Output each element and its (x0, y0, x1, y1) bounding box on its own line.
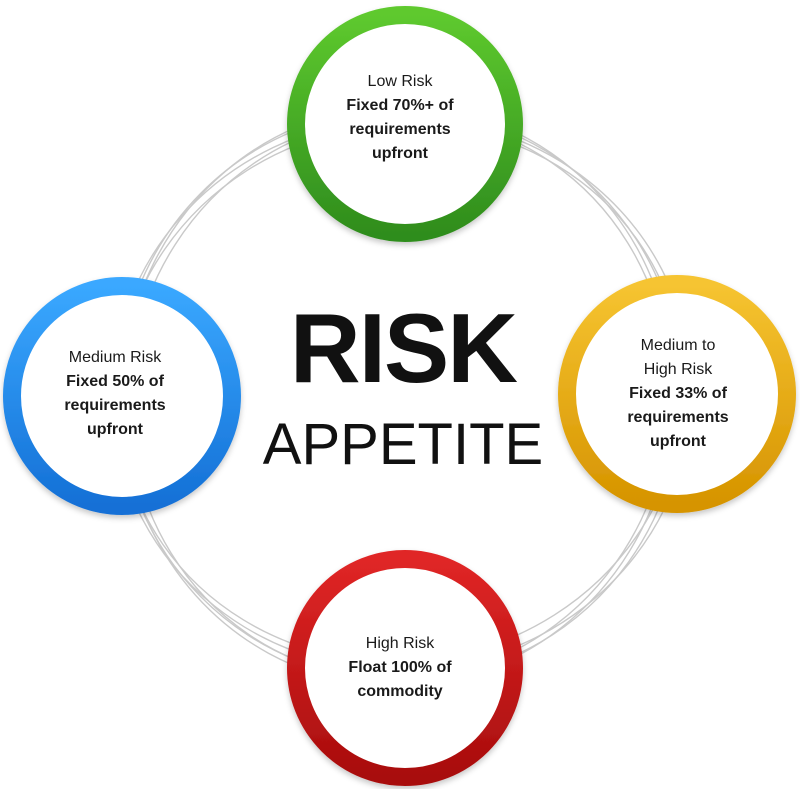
ring-low-risk (287, 6, 523, 242)
high-risk-label: High Risk Float 100% of commodity (300, 632, 500, 704)
medium-high-risk-label: Medium to High Risk Fixed 33% of require… (588, 334, 768, 454)
ring-medium-risk (3, 277, 241, 515)
risk-policy-text: Float 100% of commodity (348, 659, 452, 700)
ring-medium-high-risk (558, 275, 796, 513)
ring-high-risk (287, 550, 523, 786)
risk-policy-text: Fixed 33% of requirements upfront (627, 385, 729, 450)
risk-policy-text: Fixed 70%+ of requirements upfront (346, 97, 454, 162)
risk-policy-text: Fixed 50% of requirements upfront (64, 373, 166, 438)
title-risk: RISK (289, 293, 518, 403)
title-appetite: APPETITE (262, 412, 544, 477)
center-title: RISK APPETITE (258, 298, 548, 493)
risk-level-text: Low Risk (367, 73, 433, 90)
medium-risk-label: Medium Risk Fixed 50% of requirements up… (20, 346, 210, 442)
low-risk-label: Low Risk Fixed 70%+ of requirements upfr… (300, 70, 500, 166)
risk-level-text: Medium Risk (68, 349, 162, 366)
risk-level-text: High Risk (365, 635, 435, 652)
risk-level-text: Medium to High Risk (640, 337, 716, 378)
